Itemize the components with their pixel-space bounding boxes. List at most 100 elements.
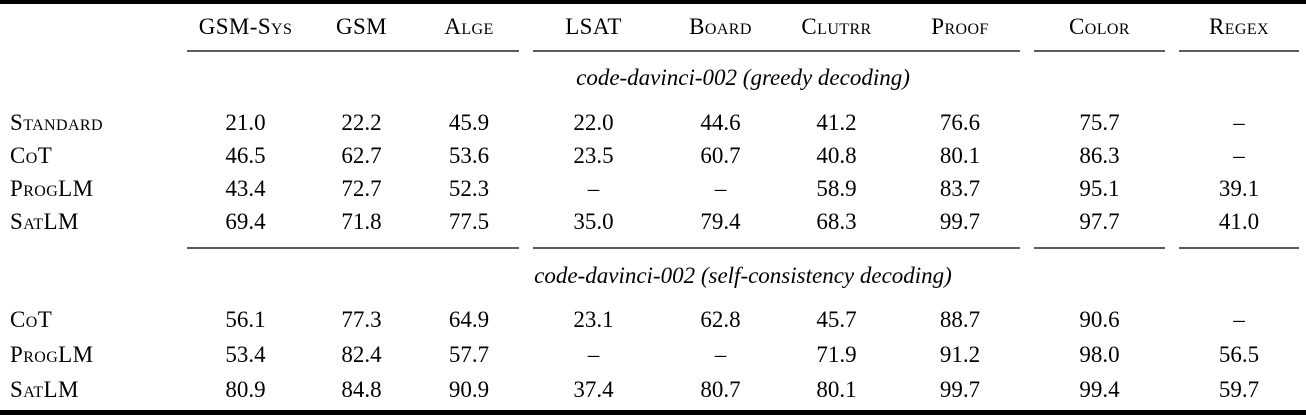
table-row-cot-sc: CoT 56.1 77.3 64.9 23.1 62.8 45.7 88.7 9… [0,302,1306,337]
data-cell: – [1233,306,1245,332]
table-row-proglm-sc: ProgLM 53.4 82.4 57.7 – – 71.9 91.2 98.0… [0,337,1306,372]
col-header-proof: Proof [931,14,989,39]
data-cell: – [714,175,727,201]
data-cell: 77.5 [448,208,490,234]
col-header-lsat: LSAT [565,14,622,39]
data-cell: 59.7 [1218,376,1260,402]
data-cell: 23.1 [573,306,614,332]
row-label: SatLM [10,208,79,234]
data-cell: 56.5 [1218,341,1260,367]
data-cell: 86.3 [1079,142,1120,168]
data-cell: – [714,341,727,367]
data-cell: 90.9 [448,376,490,402]
section-header-greedy-decoding: code-davinci-002 (greedy decoding) [576,65,910,90]
data-cell: 83.7 [939,175,981,201]
data-cell: 79.4 [700,208,741,234]
data-cell: 72.7 [341,175,382,201]
data-cell: 45.7 [816,306,857,332]
data-cell: 41.0 [1218,208,1260,234]
data-cell: 80.1 [816,376,857,402]
data-cell: 98.0 [1079,341,1120,367]
group-rule-regex [1179,50,1299,52]
group-rule-logical [533,50,1020,52]
data-cell: 84.8 [341,376,382,402]
data-cell: – [1233,142,1245,168]
row-label: ProgLM [10,175,94,201]
row-label: Standard [10,109,103,135]
data-cell: 40.8 [816,142,857,168]
data-cell: 53.4 [225,341,266,367]
col-header-board: Board [689,14,752,39]
data-cell: 76.6 [939,109,981,135]
col-header-color: Color [1069,14,1130,39]
group-rule-arithmetic [187,50,519,52]
data-cell: 43.4 [225,175,266,201]
section-header-self-consistency-decoding: code-davinci-002 (self-consistency decod… [534,263,952,288]
col-header-alge: Alge [444,14,494,39]
data-cell: 62.7 [341,142,382,168]
row-label-header [0,4,180,50]
benchmark-results-table: GSM-Sys GSM Alge LSAT Board Clutrr Proof… [0,4,1306,407]
data-cell: 91.2 [939,341,981,367]
data-cell: 64.9 [448,306,490,332]
row-label: CoT [10,142,53,168]
col-header-clutrr: Clutrr [801,14,872,39]
table-row-satlm-sc: SatLM 80.9 84.8 90.9 37.4 80.7 80.1 99.7… [0,372,1306,407]
col-header-regex: Regex [1209,14,1269,39]
data-cell: 99.4 [1079,376,1120,402]
data-cell: 99.7 [939,376,981,402]
data-cell: 80.7 [700,376,741,402]
data-cell: 69.4 [225,208,266,234]
section-row-greedy: code-davinci-002 (greedy decoding) [0,60,1306,106]
data-cell: 88.7 [939,306,981,332]
data-cell: 77.3 [341,306,382,332]
col-header-gsm-sys: GSM-Sys [198,14,293,39]
data-cell: 68.3 [816,208,857,234]
group-rule-color [1034,50,1165,52]
data-cell: 71.8 [341,208,382,234]
data-cell: 57.7 [448,341,490,367]
group-rule-arithmetic [187,247,519,249]
col-header-gsm: GSM [335,14,388,39]
row-label: ProgLM [10,341,94,367]
data-cell: 22.2 [341,109,382,135]
data-cell: 22.0 [573,109,614,135]
data-cell: 99.7 [939,208,981,234]
data-cell: 60.7 [700,142,741,168]
group-rule-regex [1179,247,1299,249]
group-rule-color [1034,247,1165,249]
data-cell: 39.1 [1218,175,1260,201]
table-row-standard: Standard 21.0 22.2 45.9 22.0 44.6 41.2 7… [0,106,1306,139]
section-row-self-consistency: code-davinci-002 (self-consistency decod… [0,258,1306,302]
table-row-proglm-greedy: ProgLM 43.4 72.7 52.3 – – 58.9 83.7 95.1… [0,172,1306,205]
data-cell: 37.4 [573,376,614,402]
data-cell: 82.4 [341,341,382,367]
data-cell: 23.5 [573,142,614,168]
data-cell: 90.6 [1079,306,1120,332]
column-group-rule-row [0,238,1306,258]
data-cell: 41.2 [816,109,857,135]
data-cell: 75.7 [1079,109,1120,135]
row-label: SatLM [10,376,79,402]
data-cell: 58.9 [816,175,857,201]
column-group-rule-row [0,50,1306,60]
data-cell: – [587,175,600,201]
data-cell: 21.0 [225,109,266,135]
data-cell: 52.3 [448,175,490,201]
data-cell: 53.6 [448,142,490,168]
data-cell: 44.6 [700,109,741,135]
data-cell: – [587,341,600,367]
data-cell: 62.8 [700,306,741,332]
column-header-row: GSM-Sys GSM Alge LSAT Board Clutrr Proof… [0,4,1306,50]
data-cell: – [1233,109,1245,135]
data-cell: 80.1 [939,142,981,168]
data-cell: 35.0 [573,208,614,234]
data-cell: 80.9 [225,376,266,402]
row-label: CoT [10,306,53,332]
table-row-cot-greedy: CoT 46.5 62.7 53.6 23.5 60.7 40.8 80.1 8… [0,139,1306,172]
data-cell: 95.1 [1079,175,1120,201]
data-cell: 71.9 [816,341,857,367]
data-cell: 56.1 [225,306,266,332]
table-row-satlm-greedy: SatLM 69.4 71.8 77.5 35.0 79.4 68.3 99.7… [0,205,1306,238]
